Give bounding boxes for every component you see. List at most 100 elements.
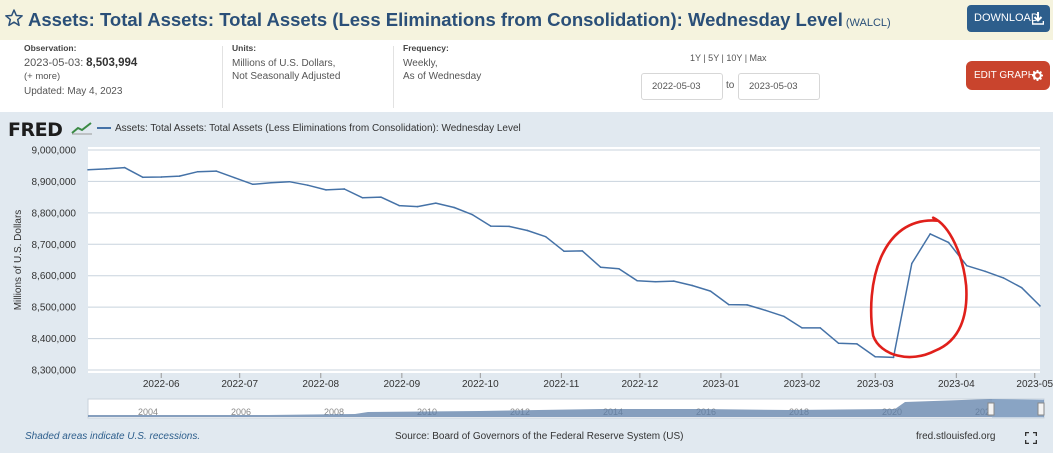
data-point [215,170,217,172]
x-tick-label: 2022-09 [383,379,420,390]
observation-label: Observation: [24,43,77,53]
data-point [123,166,126,169]
data-point [1020,286,1023,289]
fred-logo: FRED [8,119,63,141]
x-tick-label: 2022-06 [143,379,180,390]
navigator-tick-label: 2006 [231,407,251,417]
x-tick-label: 2022-07 [221,379,258,390]
data-point [416,205,419,208]
data-point [178,175,181,177]
navigator-tick-label: 2004 [138,407,158,417]
data-point [197,170,199,173]
updated-date: Updated: May 4, 2023 [24,86,123,97]
x-tick-label: 2022-10 [462,379,499,390]
fullscreen-icon[interactable] [1025,432,1037,444]
x-tick-label: 2022-12 [621,379,658,390]
data-point [288,180,291,183]
x-tick-label: 2022-08 [302,379,339,390]
navigator-handle-left [987,402,995,416]
annotation-circle [869,216,968,359]
title-bar: Assets: Total Assets: Total Assets (Less… [0,0,1053,40]
download-icon [1032,12,1044,25]
edit-graph-button[interactable]: EDIT GRAPH [966,61,1050,90]
navigator-handle-right [1037,402,1045,416]
data-point [746,304,748,306]
y-tick-label: 8,800,000 [32,208,77,219]
data-point [911,262,913,265]
data-point [142,176,144,179]
navigator-tick-label: 2008 [324,407,344,417]
fred-logo-chart-icon [71,122,92,135]
data-point [471,213,474,216]
observation-date: 2023-05-03: [24,57,84,69]
legend-swatch [97,127,111,130]
units-block: Units: Millions of U.S. Dollars, Not Sea… [232,42,392,110]
y-tick-label: 8,300,000 [32,366,77,377]
data-point [709,290,712,292]
site-link[interactable]: fred.stlouisfed.org [916,431,996,442]
data-point [801,327,803,329]
data-point [251,183,254,186]
date-to-label: to [726,80,735,91]
chart[interactable]: 8,300,000 8,400,000 8,500,000 8,600,000 8,70… [0,112,1053,453]
frequency-block: Frequency: Weekly, As of Wednesday [403,42,563,110]
divider [222,46,223,108]
recession-note: Shaded areas indicate U.S. recessions. [25,431,201,442]
data-point [929,233,931,235]
data-point [727,303,730,306]
data-point [398,204,401,207]
data-point [947,241,950,244]
data-point [782,315,785,318]
star-icon[interactable] [4,8,24,28]
observation-value: 8,503,994 [86,57,138,69]
download-label: DOWNLOAD [974,12,1039,24]
data-point [160,176,163,178]
x-tick-label: 2023-05 [1016,379,1053,390]
units-line-1: Millions of U.S. Dollars, [232,58,336,69]
x-tick-label: 2022-11 [543,379,579,390]
frequency-label: Frequency: [403,43,449,53]
x-tick-label: 2023-03 [857,379,894,390]
start-date-input[interactable]: 2022-05-03 [641,73,723,100]
navigator-selection [992,399,1044,418]
data-point [636,279,639,282]
data-point [618,268,620,270]
navigator-area [88,399,1044,417]
data-point [691,284,693,287]
end-date-input[interactable]: 2023-05-03 [738,73,820,100]
x-tick-label: 2023-01 [703,379,740,390]
data-point [673,280,675,282]
data-point [984,270,986,273]
data-point [856,343,858,345]
download-button[interactable]: DOWNLOAD [967,5,1050,32]
data-point [1039,305,1041,307]
chart-panel: 8,300,000 8,400,000 8,500,000 8,600,000 8,70… [0,112,1053,453]
data-point [87,169,89,171]
source-note: Source: Board of Governors of the Federa… [395,431,684,442]
y-tick-label: 9,000,000 [32,146,77,157]
edit-graph-label: EDIT GRAPH [974,70,1035,81]
frequency-line-1: Weekly, [403,58,438,69]
data-point [599,266,602,269]
data-point [306,184,309,186]
divider [393,46,394,108]
x-tick-label: 2023-04 [938,379,975,390]
legend-label: Assets: Total Assets: Total Assets (Less… [115,123,521,134]
data-point [764,309,767,312]
units-line-2: Not Seasonally Adjusted [232,71,341,82]
range-links[interactable]: 1Y | 5Y | 10Y | Max [690,53,767,63]
data-point [270,181,272,184]
data-point [453,206,455,209]
more-link[interactable]: (+ more) [24,71,61,82]
data-point [489,225,492,227]
data-point [892,356,895,359]
data-point [105,168,108,170]
data-point [581,250,584,252]
data-point [874,356,877,358]
data-point [380,196,382,198]
data-point [837,342,840,345]
data-point [435,202,437,204]
series-id: (WALCL) [845,17,891,29]
data-point [1002,277,1005,279]
data-point [233,176,236,179]
